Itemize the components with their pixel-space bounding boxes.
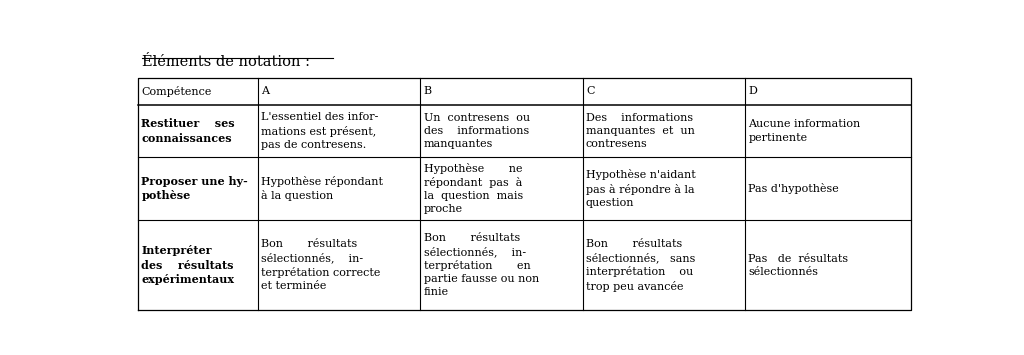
- Text: Bon       résultats
sélectionnés,    in-
terprétation       en
partie fausse ou : Bon résultats sélectionnés, in- terpréta…: [424, 233, 539, 297]
- Text: Aucune information
pertinente: Aucune information pertinente: [749, 120, 860, 142]
- Text: L'essentiel des infor-
mations est présent,
pas de contresens.: L'essentiel des infor- mations est prése…: [261, 112, 379, 150]
- Text: Restituer    ses
connaissances: Restituer ses connaissances: [141, 118, 236, 144]
- Text: A: A: [261, 87, 269, 97]
- Text: Interpréter
des    résultats
expérimentaux: Interpréter des résultats expérimentaux: [141, 245, 234, 285]
- Text: Bon       résultats
sélectionnés,    in-
terprétation correcte
et terminée: Bon résultats sélectionnés, in- terpréta…: [261, 239, 381, 291]
- Text: Un  contresens  ou
des    informations
manquantes: Un contresens ou des informations manqua…: [424, 113, 529, 149]
- Text: Pas d'hypothèse: Pas d'hypothèse: [749, 183, 839, 194]
- Text: C: C: [586, 87, 595, 97]
- Text: Hypothèse       ne
répondant  pas  à
la  question  mais
proche: Hypothèse ne répondant pas à la question…: [424, 163, 523, 214]
- Text: Éléments de notation :: Éléments de notation :: [142, 55, 310, 69]
- Text: Pas   de  résultats
sélectionnés: Pas de résultats sélectionnés: [749, 254, 849, 277]
- Text: Bon       résultats
sélectionnés,   sans
interprétation    ou
trop peu avancée: Bon résultats sélectionnés, sans interpr…: [586, 239, 695, 292]
- Text: Proposer une hy-
pothèse: Proposer une hy- pothèse: [141, 176, 248, 201]
- Text: Compétence: Compétence: [141, 86, 212, 97]
- Text: B: B: [424, 87, 432, 97]
- Text: Des    informations
manquantes  et  un
contresens: Des informations manquantes et un contre…: [586, 113, 695, 149]
- Text: Hypothèse répondant
à la question: Hypothèse répondant à la question: [261, 176, 383, 201]
- Text: Hypothèse n'aidant
pas à répondre à la
question: Hypothèse n'aidant pas à répondre à la q…: [586, 169, 695, 208]
- Text: D: D: [749, 87, 757, 97]
